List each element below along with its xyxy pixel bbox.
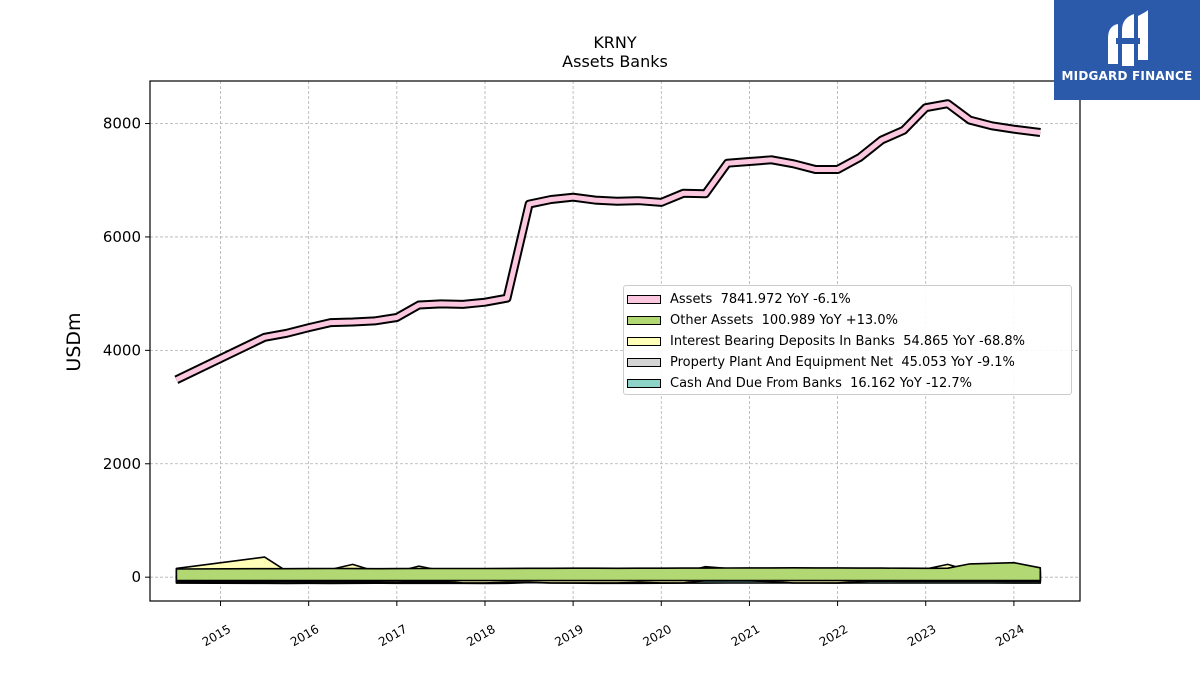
y-axis-label: USDm xyxy=(63,312,85,371)
x-tick-label: 2022 xyxy=(817,622,850,649)
x-tick-label: 2023 xyxy=(905,622,938,649)
legend-item-property-plant-equipment: Property Plant And Equipment Net 45.053 … xyxy=(624,352,1071,373)
legend-swatch xyxy=(627,379,661,388)
x-tick-label: 2019 xyxy=(552,622,585,649)
y-tick-labels: 0 2000 4000 6000 8000 xyxy=(103,115,150,586)
x-tick-label: 2024 xyxy=(993,622,1026,649)
brand-logo: MIDGARD FINANCE xyxy=(1054,0,1200,100)
legend-item-interest-bearing-deposits: Interest Bearing Deposits In Banks 54.86… xyxy=(624,331,1071,352)
legend-item-other-assets: Other Assets 100.989 YoY +13.0% xyxy=(624,310,1071,331)
y-tick-label: 2000 xyxy=(103,455,141,473)
brand-name: MIDGARD FINANCE xyxy=(1061,69,1193,83)
chart-legend: Assets 7841.972 YoY -6.1% Other Assets 1… xyxy=(623,285,1072,395)
y-tick-label: 6000 xyxy=(103,228,141,246)
legend-item-assets: Assets 7841.972 YoY -6.1% xyxy=(624,289,1071,310)
x-tick-label: 2016 xyxy=(288,622,321,649)
legend-label: Cash And Due From Banks 16.162 YoY -12.7… xyxy=(670,376,972,391)
legend-item-cash-due-from-banks: Cash And Due From Banks 16.162 YoY -12.7… xyxy=(624,373,1071,394)
x-tick-labels: 2015 2016 2017 2018 2019 2020 2021 2022 2023 2024 xyxy=(200,601,1027,649)
series-area-other-assets xyxy=(175,561,1042,582)
legend-swatch xyxy=(627,295,661,304)
x-tick-label: 2018 xyxy=(464,622,497,649)
y-tick-label: 8000 xyxy=(103,115,141,133)
legend-label: Assets 7841.972 YoY -6.1% xyxy=(670,292,851,307)
legend-label: Property Plant And Equipment Net 45.053 … xyxy=(670,355,1015,370)
x-tick-label: 2017 xyxy=(376,622,409,649)
legend-swatch xyxy=(627,337,661,346)
y-tick-label: 4000 xyxy=(103,341,141,359)
legend-label: Interest Bearing Deposits In Banks 54.86… xyxy=(670,334,1026,349)
chart-title: KRNY xyxy=(593,33,637,52)
x-tick-label: 2021 xyxy=(729,622,762,649)
x-tick-label: 2020 xyxy=(641,622,674,649)
chart-subtitle: Assets Banks xyxy=(562,52,668,71)
plot-frame xyxy=(149,80,1081,602)
legend-swatch xyxy=(627,316,661,325)
legend-label: Other Assets 100.989 YoY +13.0% xyxy=(670,313,898,328)
series-line-assets xyxy=(175,101,1041,383)
plot-series xyxy=(174,99,1042,585)
legend-swatch xyxy=(627,358,661,367)
midgard-finance-logo-icon xyxy=(1108,10,1148,66)
x-tick-label: 2015 xyxy=(200,622,233,649)
y-tick-label: 0 xyxy=(131,568,141,586)
